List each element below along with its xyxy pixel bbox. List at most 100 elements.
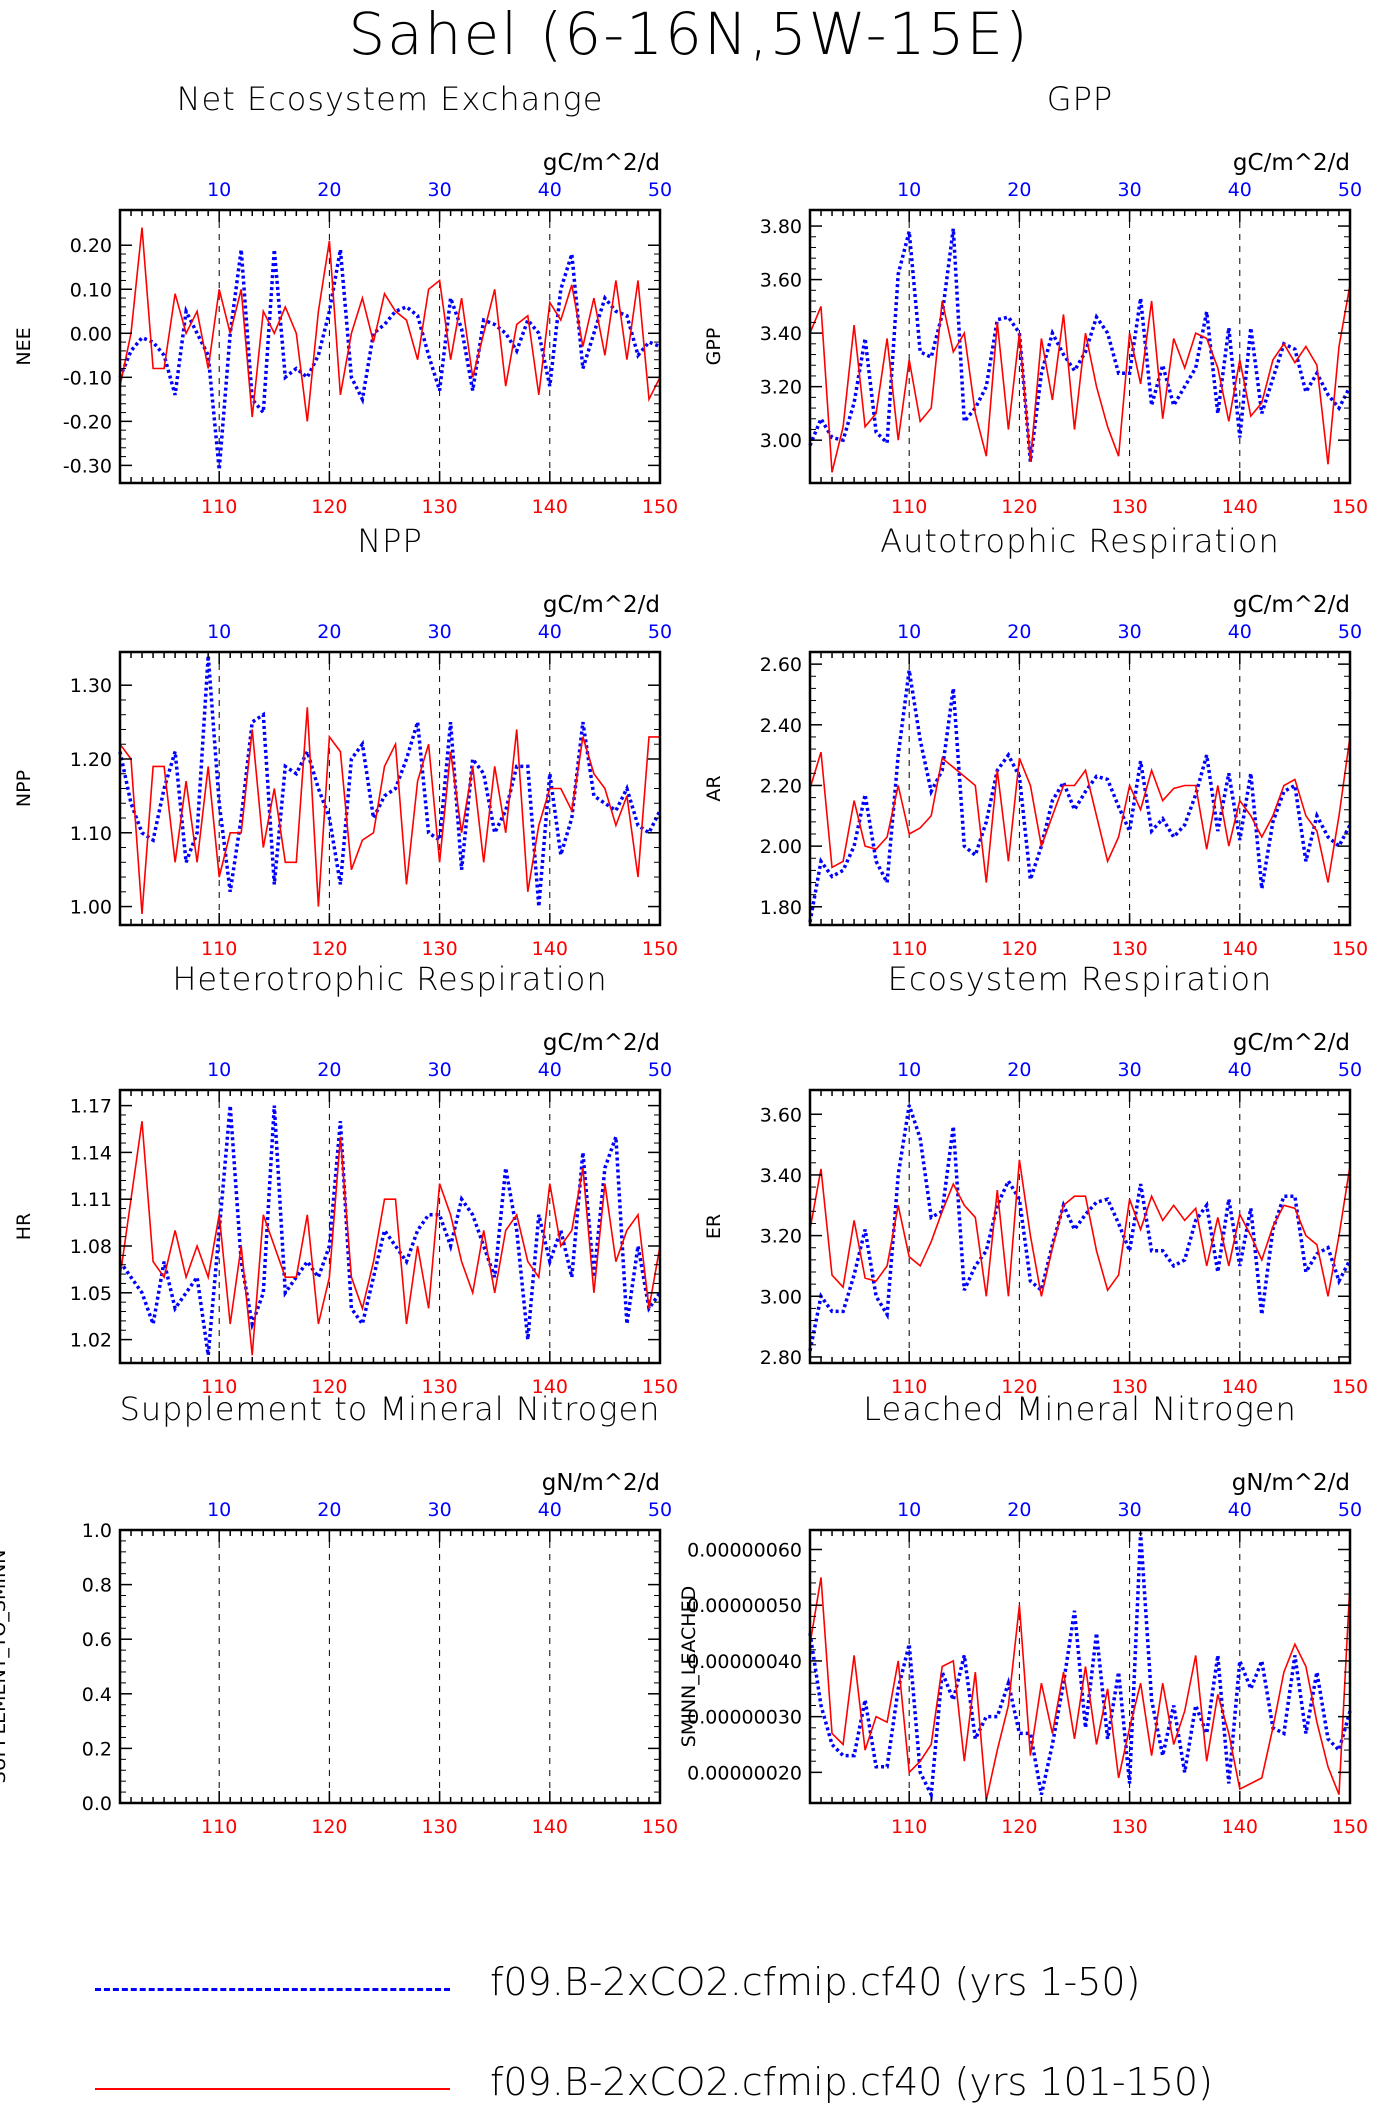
series-line-run2 — [809, 284, 1351, 473]
top-x-tick-label: 20 — [1007, 179, 1031, 201]
y-tick-label: 0.00 — [70, 323, 112, 345]
y-tick-label: 3.40 — [760, 323, 802, 345]
y-tick-label: 1.02 — [70, 1330, 112, 1352]
units-label: gC/m^2/d — [1233, 1030, 1350, 1056]
x-tick-label: 120 — [311, 938, 347, 960]
y-axis-label: ER — [703, 1214, 725, 1239]
panel-hr: Heterotrophic Respiration gC/m^2/d 110 10 12… — [13, 960, 678, 1398]
y-tick-label: 0.20 — [70, 235, 112, 257]
x-tick-label: 130 — [421, 938, 457, 960]
top-x-tick-label: 10 — [897, 621, 921, 643]
plot-frame — [118, 650, 662, 927]
y-tick-label: 2.60 — [760, 654, 802, 676]
panel-ar: Autotrophic Respiration gC/m^2/d 110 10 120 2… — [703, 522, 1368, 960]
y-tick-label: 0.4 — [82, 1684, 112, 1706]
top-x-tick-label: 40 — [538, 1059, 562, 1081]
y-tick-label: 1.10 — [70, 823, 112, 845]
x-tick-label: 130 — [421, 1816, 457, 1838]
top-x-tick-label: 10 — [897, 179, 921, 201]
top-x-tick-label: 50 — [648, 1059, 672, 1081]
y-axis-label: GPP — [703, 328, 725, 366]
y-tick-label: 1.17 — [70, 1096, 112, 1118]
y-tick-label: 2.80 — [760, 1347, 802, 1369]
legend-label-run2: f09.B-2xCO2.cfmip.cf40 (yrs 101-150) — [490, 2060, 1213, 2104]
y-tick-label: 3.80 — [760, 216, 802, 238]
top-x-tick-label: 50 — [1338, 621, 1362, 643]
series-line-run1 — [808, 228, 1352, 462]
x-tick-label: 140 — [532, 938, 568, 960]
series-line-run1 — [808, 1104, 1352, 1352]
panel-title: Ecosystem Respiration — [888, 960, 1273, 998]
y-tick-label: 0.00000060 — [687, 1540, 802, 1562]
top-x-tick-label: 20 — [317, 1499, 341, 1521]
y-tick-label: 0.2 — [82, 1738, 112, 1760]
x-tick-label: 110 — [201, 1376, 237, 1398]
series-line-run2 — [809, 1159, 1351, 1297]
x-tick-label: 130 — [1111, 496, 1147, 518]
series-line-run2 — [119, 227, 661, 422]
x-tick-label: 130 — [421, 1376, 457, 1398]
panel-title: GPP — [1047, 80, 1113, 118]
y-tick-label: 3.00 — [760, 1286, 802, 1308]
y-tick-label: 0.6 — [82, 1629, 112, 1651]
legend-swatch-run2 — [95, 2088, 450, 2090]
top-x-tick-label: 50 — [648, 621, 672, 643]
top-x-tick-label: 50 — [648, 179, 672, 201]
top-x-tick-label: 10 — [897, 1059, 921, 1081]
top-x-tick-label: 20 — [317, 621, 341, 643]
top-x-tick-label: 10 — [207, 621, 231, 643]
panel-npp: NPP gC/m^2/d 110 10 120 20 130 30 140 40 150 50 1.00… — [13, 522, 678, 960]
series-line-run1 — [118, 655, 662, 907]
panel-title: Leached Mineral Nitrogen — [863, 1390, 1296, 1428]
panel-title: Autotrophic Respiration — [880, 522, 1280, 560]
panel-nee: Net Ecosystem Exchange gC/m^2/d 110 10 120 20… — [13, 80, 678, 518]
plot-frame — [808, 1528, 1352, 1805]
y-tick-label: 0.00000030 — [687, 1707, 802, 1729]
y-tick-label: 2.00 — [760, 836, 802, 858]
legend-entry-run2: f09.B-2xCO2.cfmip.cf40 (yrs 101-150) — [0, 2060, 1378, 2120]
legend-entry-run1: f09.B-2xCO2.cfmip.cf40 (yrs 1-50) — [0, 1960, 1378, 2020]
chart-grid: Net Ecosystem Exchange gC/m^2/d 110 10 120 20… — [0, 80, 1368, 1838]
y-tick-label: 2.40 — [760, 715, 802, 737]
top-x-tick-label: 10 — [897, 1499, 921, 1521]
panel-title: NPP — [357, 522, 423, 560]
top-x-tick-label: 50 — [1338, 1499, 1362, 1521]
y-tick-label: 1.14 — [70, 1142, 112, 1164]
y-tick-label: 1.30 — [70, 675, 112, 697]
top-x-tick-label: 10 — [207, 179, 231, 201]
series-line-run1 — [118, 249, 661, 470]
y-tick-label: 0.00000040 — [687, 1651, 802, 1673]
y-tick-label: 1.0 — [82, 1520, 112, 1542]
x-tick-label: 140 — [532, 1376, 568, 1398]
x-tick-label: 130 — [1111, 938, 1147, 960]
x-tick-label: 120 — [1001, 1376, 1037, 1398]
panel-title: Net Ecosystem Exchange — [177, 80, 604, 118]
top-x-tick-label: 10 — [207, 1499, 231, 1521]
top-x-tick-label: 30 — [1117, 621, 1141, 643]
units-label: gC/m^2/d — [543, 150, 660, 176]
x-tick-label: 120 — [1001, 1816, 1037, 1838]
plot-frame — [808, 1088, 1352, 1365]
x-tick-label: 150 — [1332, 1376, 1368, 1398]
top-x-tick-label: 20 — [317, 1059, 341, 1081]
top-x-tick-label: 50 — [1338, 179, 1362, 201]
x-tick-label: 150 — [1332, 1816, 1368, 1838]
x-tick-label: 120 — [311, 1816, 347, 1838]
top-x-tick-label: 30 — [427, 1059, 451, 1081]
x-tick-label: 150 — [642, 1816, 678, 1838]
x-tick-label: 110 — [201, 938, 237, 960]
plot-frame — [118, 1088, 662, 1365]
x-tick-label: 150 — [642, 938, 678, 960]
top-x-tick-label: 30 — [1117, 1499, 1141, 1521]
y-tick-label: 0.10 — [70, 279, 112, 301]
x-tick-label: 140 — [1222, 1376, 1258, 1398]
top-x-tick-label: 40 — [538, 179, 562, 201]
y-tick-label: 3.60 — [760, 270, 802, 292]
top-x-tick-label: 30 — [427, 1499, 451, 1521]
series-line-run2 — [809, 1577, 1351, 1801]
x-tick-label: 110 — [201, 496, 237, 518]
x-tick-label: 110 — [891, 496, 927, 518]
x-tick-label: 120 — [311, 496, 347, 518]
top-x-tick-label: 40 — [1228, 1059, 1252, 1081]
y-tick-label: 1.80 — [760, 897, 802, 919]
